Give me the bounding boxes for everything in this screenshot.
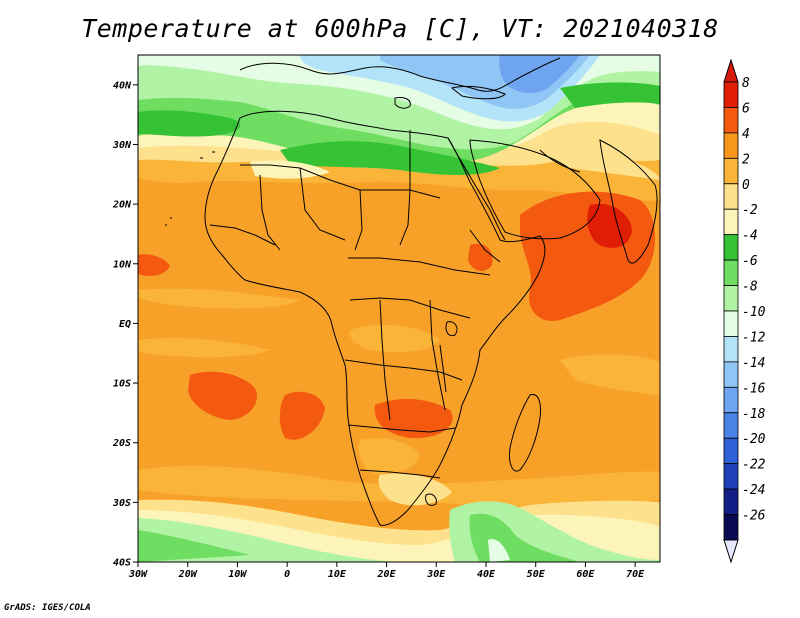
europe-coastline bbox=[239, 57, 561, 92]
lon-tick-label: 60E bbox=[576, 569, 595, 580]
red-sea-coast bbox=[447, 137, 506, 241]
border-line bbox=[399, 130, 411, 246]
lat-tick-label: 10N bbox=[113, 259, 132, 270]
india-coastline bbox=[599, 139, 658, 264]
colorbar-label: -14 bbox=[742, 356, 765, 371]
colorbar-label: 2 bbox=[742, 152, 750, 167]
colorbar-label: -22 bbox=[742, 458, 766, 473]
colorbar-swatch bbox=[723, 157, 739, 185]
colorbar-label: -10 bbox=[742, 305, 766, 320]
lat-tick-label: EQ bbox=[119, 319, 131, 330]
colorbar-swatch bbox=[723, 259, 739, 286]
colorbar-swatch bbox=[723, 386, 739, 414]
colorbar-swatch bbox=[723, 81, 739, 108]
border-line bbox=[259, 174, 281, 251]
colorbar-swatch bbox=[723, 234, 739, 261]
border-line bbox=[469, 229, 501, 263]
temperature-field bbox=[138, 55, 660, 562]
lon-tick-label: 20E bbox=[377, 569, 397, 580]
colorbar-label: -26 bbox=[742, 509, 766, 524]
lesotho-border bbox=[425, 493, 437, 506]
lat-tick-label: 40S bbox=[113, 558, 131, 569]
colorbar-label: 6 bbox=[742, 101, 750, 116]
colorbar-swatch bbox=[723, 107, 739, 134]
border-line bbox=[348, 257, 491, 276]
colorbar-label: -18 bbox=[742, 407, 766, 422]
lat-tick-label: 10S bbox=[113, 379, 131, 390]
colorbar-swatch bbox=[723, 437, 739, 465]
colorbar-swatch bbox=[723, 463, 739, 490]
lon-tick-label: 30W bbox=[128, 569, 148, 580]
arabia-coastline bbox=[469, 139, 601, 240]
persian-gulf-coast bbox=[539, 149, 581, 173]
lat-tick-label: 30N bbox=[112, 140, 132, 151]
latitude-axis: 40N 30N 20N 10N EQ 10S 20S 30S 40S bbox=[112, 80, 138, 569]
border-line bbox=[349, 297, 471, 319]
lat-tick-label: 20S bbox=[112, 438, 131, 449]
colorbar-label: -20 bbox=[742, 432, 766, 447]
map-title: Temperature at 600hPa [C], VT: 202104031… bbox=[81, 14, 719, 43]
colorbar-label: -24 bbox=[742, 483, 765, 498]
colorbar-label: 0 bbox=[742, 178, 750, 193]
turkey-coast bbox=[450, 85, 506, 100]
colorbar-label: -4 bbox=[742, 229, 758, 244]
border-line bbox=[429, 299, 446, 411]
colorbar-swatch bbox=[723, 285, 739, 312]
lon-tick-label: 50E bbox=[527, 569, 546, 580]
lat-tick-label: 30S bbox=[112, 498, 131, 509]
border-line bbox=[354, 189, 363, 251]
colorbar-swatch bbox=[723, 183, 739, 210]
lon-tick-label: 10W bbox=[228, 569, 247, 580]
lon-tick-label: 30E bbox=[426, 569, 446, 580]
lat-tick-label: 40N bbox=[113, 80, 132, 91]
colorbar-swatch bbox=[723, 310, 739, 337]
lon-tick-label: 20W bbox=[178, 569, 198, 580]
map-frame bbox=[137, 54, 661, 563]
grads-credit: GrADS: IGES/COLA bbox=[4, 603, 91, 613]
colorbar-swatch bbox=[723, 208, 739, 236]
colorbar-swatch bbox=[723, 412, 739, 439]
lon-tick-label: 70E bbox=[626, 569, 645, 580]
longitude-axis: 30W 20W 10W 0 10E 20E 30E 40E 50E 60E 70E bbox=[128, 562, 645, 580]
africa-coastline bbox=[204, 110, 546, 526]
lake-tanganyika bbox=[439, 344, 447, 393]
colorbar-top-arrow bbox=[723, 58, 739, 83]
colorbar-label: -8 bbox=[742, 280, 758, 295]
lat-tick-label: 20N bbox=[112, 200, 132, 211]
colorbar-label: 8 bbox=[742, 76, 750, 91]
border-line bbox=[209, 224, 276, 246]
colorbar-swatch bbox=[723, 361, 739, 388]
colorbar-swatch bbox=[723, 336, 739, 363]
colorbar-swatch bbox=[723, 514, 739, 541]
border-line bbox=[359, 469, 441, 479]
border-line bbox=[347, 424, 456, 433]
madagascar-coastline bbox=[509, 393, 541, 472]
lake-victoria bbox=[445, 321, 458, 337]
lon-tick-label: 40E bbox=[477, 569, 496, 580]
aegean-island bbox=[394, 97, 411, 109]
border-line bbox=[344, 359, 463, 381]
colorbar-swatch bbox=[723, 488, 739, 515]
colorbar-bottom-arrow bbox=[723, 539, 739, 564]
lon-tick-label: 10E bbox=[328, 569, 347, 580]
border-line bbox=[299, 167, 346, 241]
colorbar-label: -2 bbox=[742, 203, 758, 218]
border-line bbox=[379, 299, 391, 421]
colorbar-label: -16 bbox=[742, 381, 766, 396]
coastlines bbox=[165, 57, 658, 526]
lon-tick-label: 0 bbox=[284, 569, 290, 580]
colorbar-swatch bbox=[723, 132, 739, 159]
colorbar-label: -12 bbox=[742, 330, 766, 345]
colorbar-label: -6 bbox=[742, 254, 758, 269]
colorbar: 8 6 4 2 0 -2 -4 -6 -8 -10 -12 -14 -16 -18 -20 -22 -24 -26 bbox=[723, 58, 766, 564]
colorbar-label: 4 bbox=[742, 127, 750, 142]
atlantic-islands bbox=[165, 151, 215, 226]
